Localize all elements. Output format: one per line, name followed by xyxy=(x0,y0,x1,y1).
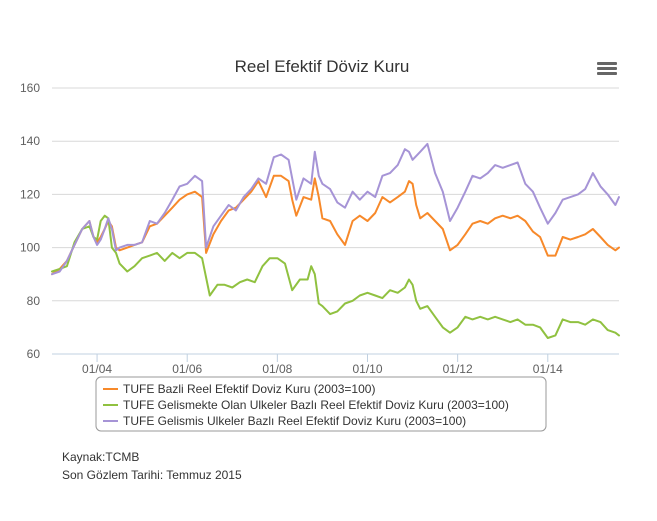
legend-item-gelismekte[interactable]: TUFE Gelismekte Olan Ulkeler Bazlı Reel … xyxy=(103,398,509,412)
x-axis-ticks: 01/04 01/06 01/08 01/10 01/12 01/14 xyxy=(52,353,619,376)
x-tick-label: 01/10 xyxy=(352,362,382,376)
hamburger-menu-icon[interactable] xyxy=(594,60,620,80)
legend: TUFE Bazli Reel Efektif Doviz Kuru (2003… xyxy=(95,376,547,432)
y-tick-label: 140 xyxy=(20,134,40,148)
series-line-2 xyxy=(51,142,620,276)
x-tick-label: 01/04 xyxy=(82,362,112,376)
last-observation-label: Son Gözlem Tarihi: Temmuz 2015 xyxy=(62,468,242,482)
legend-label: TUFE Gelismis Ulkeler Bazlı Reel Efektif… xyxy=(123,414,466,428)
y-axis-ticks: 60 80 100 120 140 160 xyxy=(20,81,40,361)
series-line-1 xyxy=(51,214,620,339)
x-tick-label: 01/06 xyxy=(172,362,202,376)
source-label: Kaynak:TCMB xyxy=(62,450,140,464)
x-tick-label: 01/12 xyxy=(443,362,473,376)
y-tick-label: 80 xyxy=(27,294,41,308)
grid-lines xyxy=(52,87,619,355)
y-tick-label: 100 xyxy=(20,241,40,255)
series-line-0 xyxy=(51,174,620,276)
y-tick-label: 160 xyxy=(20,81,40,95)
legend-item-tufe[interactable]: TUFE Bazli Reel Efektif Doviz Kuru (2003… xyxy=(103,382,375,396)
y-tick-label: 120 xyxy=(20,187,40,201)
legend-label: TUFE Gelismekte Olan Ulkeler Bazlı Reel … xyxy=(123,398,509,412)
series-lines xyxy=(51,142,620,339)
chart-title: Reel Efektif Döviz Kuru xyxy=(235,57,410,76)
x-tick-label: 01/08 xyxy=(262,362,292,376)
legend-box xyxy=(95,376,547,432)
legend-item-gelismis[interactable]: TUFE Gelismis Ulkeler Bazlı Reel Efektif… xyxy=(103,414,466,428)
y-tick-label: 60 xyxy=(27,347,41,361)
legend-label: TUFE Bazli Reel Efektif Doviz Kuru (2003… xyxy=(123,382,375,396)
x-tick-label: 01/14 xyxy=(533,362,563,376)
